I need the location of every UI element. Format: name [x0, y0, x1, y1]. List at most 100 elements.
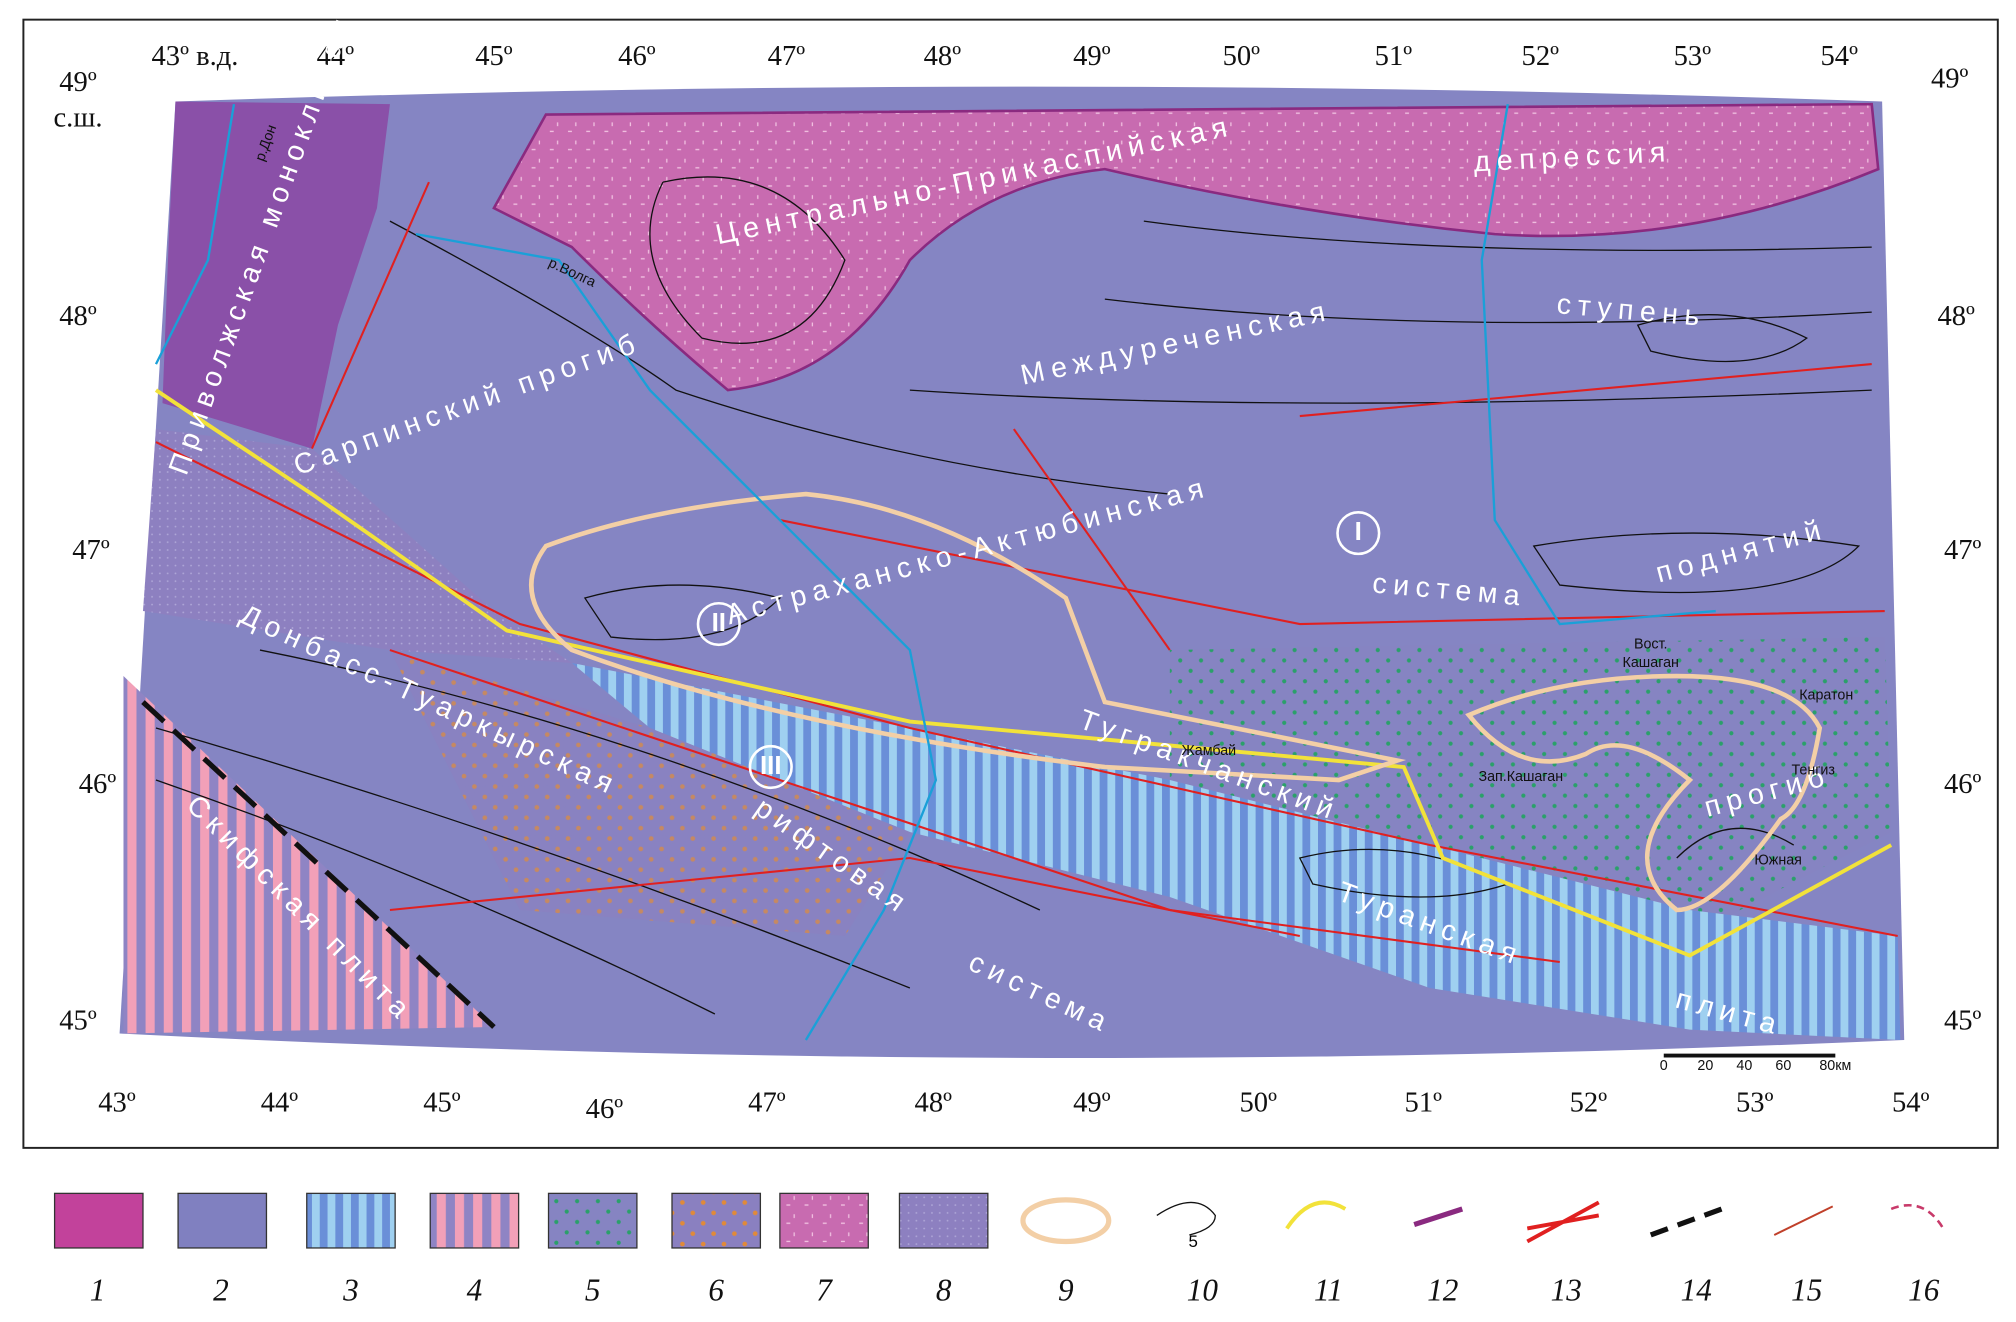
scale-label: 80км [1819, 1058, 1851, 1074]
legend-contour-label: 5 [1189, 1232, 1198, 1251]
region-fill [389, 650, 910, 937]
longitude-label: 50º [1223, 41, 1261, 72]
zone-marker [1336, 510, 1381, 556]
zone-number: II [712, 607, 726, 637]
map-frame [22, 18, 1999, 1149]
latitude-label: 47º [72, 535, 110, 566]
longitude-label: 43º [98, 1088, 136, 1119]
legend-swatch [1020, 1197, 1112, 1245]
latitude-label: с.ш. [53, 102, 102, 133]
legend-swatch [1285, 1200, 1347, 1230]
map-body [119, 86, 1905, 1058]
longitude-label: 54º [1820, 41, 1858, 72]
structure-outlines [529, 491, 1823, 913]
latitude-label: 49º [1931, 63, 1969, 94]
zone-number: III [760, 750, 782, 780]
longitude-label: 53º [1674, 41, 1712, 72]
longitude-label: 53º [1736, 1088, 1774, 1119]
legend-number: 15 [1791, 1273, 1822, 1308]
legend-number: 5 [585, 1273, 601, 1308]
place-label: Тенгиз [1791, 763, 1835, 779]
legend-swatch [429, 1192, 520, 1249]
legend-number: 16 [1908, 1273, 1940, 1308]
latitude-label: 48º [1937, 301, 1975, 332]
latitude-label: 48º [59, 301, 97, 332]
scale-label: 0 [1660, 1058, 1668, 1074]
region-fill [571, 663, 1901, 1040]
legend-number: 3 [342, 1273, 359, 1308]
longitude-label: 44º [317, 41, 355, 72]
longitude-label: 48º [915, 1088, 953, 1119]
place-label: Каратон [1799, 687, 1853, 703]
legend [53, 1192, 1945, 1249]
longitude-label: 49º [1073, 1088, 1111, 1119]
longitude-label: 45º [423, 1088, 461, 1119]
longitude-label: 51º [1375, 41, 1413, 72]
legend-swatch [177, 1192, 268, 1249]
longitude-label: 47º [748, 1088, 786, 1119]
legend-swatch [306, 1192, 396, 1249]
zone-marker [696, 601, 741, 647]
longitude-label: 52º [1570, 1088, 1608, 1119]
longitude-label: 49º [1073, 41, 1111, 72]
legend-number: 9 [1058, 1273, 1074, 1308]
longitude-label: 48º [924, 41, 962, 72]
legend-swatch [547, 1192, 638, 1249]
legend-number: 4 [467, 1273, 483, 1308]
legend-number: 12 [1427, 1273, 1458, 1308]
latitude-label: 46º [1944, 769, 1982, 800]
place-label: Зап.Кашаган [1478, 769, 1563, 785]
legend-swatch [1156, 1201, 1216, 1236]
legend-swatch [779, 1192, 869, 1249]
legend-swatch [1649, 1203, 1730, 1238]
region-fill [142, 429, 572, 664]
place-label: Южная [1754, 852, 1802, 868]
scale-label: 40 [1736, 1058, 1752, 1074]
legend-number: 10 [1187, 1273, 1219, 1308]
legend-swatch [1890, 1204, 1945, 1230]
legend-swatch [1413, 1206, 1464, 1228]
region-fill [492, 102, 1880, 392]
latitude-label: 45º [59, 1006, 97, 1037]
place-label: Жамбай [1181, 743, 1236, 759]
legend-number: 1 [90, 1273, 106, 1308]
longitude-label: 46º [586, 1094, 624, 1125]
place-label: Вост. [1634, 637, 1668, 653]
legend-swatch [671, 1192, 762, 1249]
longitude-label: 45º [475, 41, 513, 72]
region-fill [1169, 637, 1892, 937]
place-label: Кашаган [1623, 655, 1679, 671]
scale-label: 60 [1775, 1058, 1791, 1074]
legend-number: 11 [1314, 1273, 1343, 1308]
legend-swatch [1773, 1205, 1834, 1236]
scale-label: 20 [1697, 1058, 1713, 1074]
zone-marker [748, 744, 793, 790]
longitude-label: 50º [1239, 1088, 1277, 1119]
latitude-label: 47º [1944, 535, 1982, 566]
legend-swatch [53, 1192, 144, 1249]
legend-number: 7 [816, 1273, 833, 1308]
longitude-label: 54º [1892, 1088, 1930, 1119]
legend-number: 13 [1551, 1273, 1582, 1308]
longitude-label: 43º в.д. [152, 41, 239, 72]
latitude-label: 46º [79, 769, 117, 800]
longitude-label: 51º [1405, 1088, 1443, 1119]
longitude-label: 47º [768, 41, 806, 72]
rivers [154, 103, 1716, 1041]
latitude-label: 49º [59, 67, 97, 98]
faults [155, 181, 1898, 964]
legend-number: 2 [213, 1273, 229, 1308]
longitude-label: 44º [261, 1088, 299, 1119]
legend-swatch [1526, 1200, 1600, 1244]
longitude-label: 52º [1522, 41, 1560, 72]
legend-number: 14 [1681, 1273, 1712, 1308]
border-line [154, 388, 1893, 958]
zone-number: I [1355, 516, 1362, 546]
boundary-line [141, 700, 496, 1029]
longitude-label: 46º [618, 41, 656, 72]
legend-swatch [898, 1192, 989, 1249]
latitude-label: 45º [1944, 1006, 1982, 1037]
legend-number: 8 [936, 1273, 952, 1308]
